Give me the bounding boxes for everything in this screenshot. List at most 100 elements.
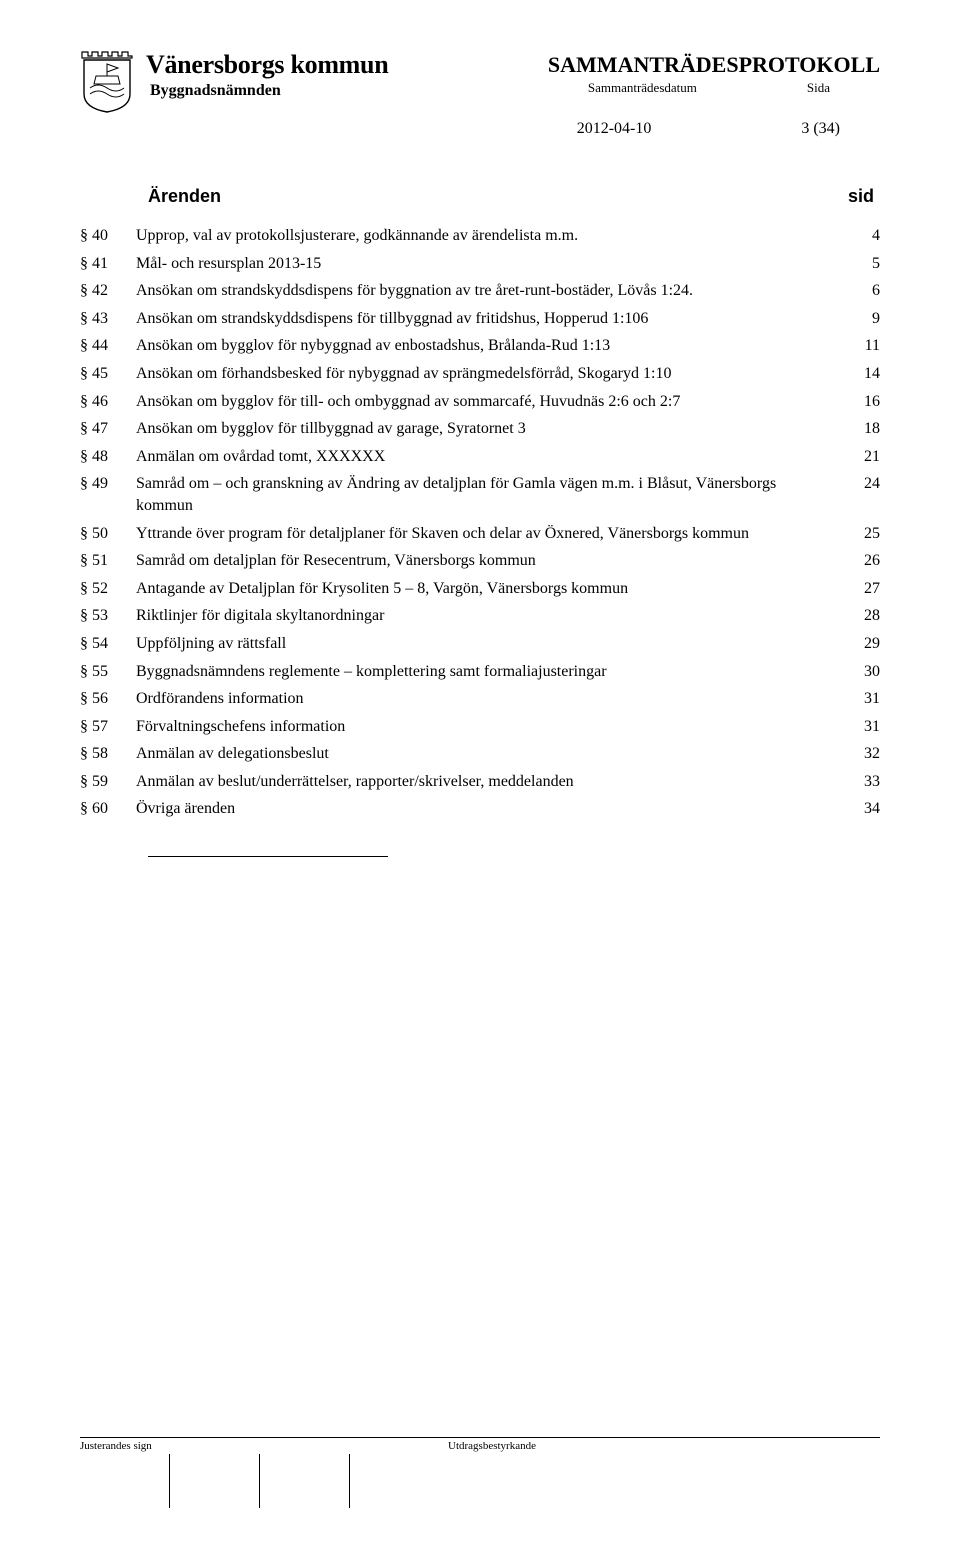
toc-row: § 58Anmälan av delegationsbeslut32 — [80, 743, 880, 765]
toc-item-text: Ansökan om strandskyddsdispens för tillb… — [136, 308, 850, 330]
date-page-row: 2012-04-10 3 (34) — [548, 120, 880, 138]
meta-date-label: Sammanträdesdatum — [588, 80, 697, 96]
toc-section-number: § 47 — [80, 418, 136, 440]
toc-row: § 48Anmälan om ovårdad tomt, XXXXXX21 — [80, 446, 880, 468]
toc-row: § 50Yttrande över program för detaljplan… — [80, 523, 880, 545]
toc-section-number: § 40 — [80, 225, 136, 247]
protocol-title: SAMMANTRÄDESPROTOKOLL — [548, 52, 880, 78]
toc-section-number: § 43 — [80, 308, 136, 330]
toc-item-page: 11 — [850, 335, 880, 357]
toc-item-page: 27 — [850, 578, 880, 600]
toc-section-number: § 52 — [80, 578, 136, 600]
toc-item-page: 18 — [850, 418, 880, 440]
divider-line — [148, 856, 388, 857]
toc-item-text: Förvaltningschefens information — [136, 716, 850, 738]
toc-section-number: § 53 — [80, 605, 136, 627]
toc-item-text: Samråd om – och granskning av Ändring av… — [136, 473, 850, 516]
toc-item-page: 28 — [850, 605, 880, 627]
committee-name: Byggnadsnämnden — [150, 82, 388, 100]
toc-row: § 42Ansökan om strandskyddsdispens för b… — [80, 280, 880, 302]
toc-item-page: 26 — [850, 550, 880, 572]
toc-item-text: Ansökan om bygglov för till- och ombyggn… — [136, 391, 850, 413]
toc-item-text: Mål- och resursplan 2013-15 — [136, 253, 850, 275]
toc-item-page: 25 — [850, 523, 880, 545]
toc-row: § 40Upprop, val av protokollsjusterare, … — [80, 225, 880, 247]
toc-item-page: 34 — [850, 798, 880, 820]
toc-item-page: 6 — [850, 280, 880, 302]
toc-row: § 51Samråd om detaljplan för Resecentrum… — [80, 550, 880, 572]
toc-section-number: § 49 — [80, 473, 136, 495]
toc-row: § 41Mål- och resursplan 2013-155 — [80, 253, 880, 275]
toc-section-number: § 54 — [80, 633, 136, 655]
toc-item-text: Anmälan av delegationsbeslut — [136, 743, 850, 765]
toc-row: § 60Övriga ärenden34 — [80, 798, 880, 820]
toc-item-text: Uppföljning av rättsfall — [136, 633, 850, 655]
toc-row: § 45Ansökan om förhandsbesked för nybygg… — [80, 363, 880, 385]
toc-row: § 59Anmälan av beslut/underrättelser, ra… — [80, 771, 880, 793]
toc-section-number: § 45 — [80, 363, 136, 385]
meeting-date: 2012-04-10 — [577, 120, 652, 138]
page-footer: Justerandes sign Utdragsbestyrkande — [80, 1437, 880, 1508]
logo-block: Vänersborgs kommun Byggnadsnämnden — [80, 50, 388, 114]
meta-labels: Sammanträdesdatum Sida — [548, 80, 880, 96]
toc-item-page: 21 — [850, 446, 880, 468]
toc-item-page: 30 — [850, 661, 880, 683]
toc-section-number: § 58 — [80, 743, 136, 765]
toc-row: § 53Riktlinjer för digitala skyltanordni… — [80, 605, 880, 627]
toc-item-text: Ansökan om förhandsbesked för nybyggnad … — [136, 363, 850, 385]
toc-section-number: § 51 — [80, 550, 136, 572]
toc-page-col: sid — [848, 186, 874, 207]
toc-item-page: 16 — [850, 391, 880, 413]
toc-item-text: Byggnadsnämndens reglemente – kompletter… — [136, 661, 850, 683]
toc-row: § 57Förvaltningschefens information31 — [80, 716, 880, 738]
toc-row: § 44Ansökan om bygglov för nybyggnad av … — [80, 335, 880, 357]
toc-header: Ärenden sid — [80, 186, 880, 207]
toc-item-page: 5 — [850, 253, 880, 275]
toc-item-page: 4 — [850, 225, 880, 247]
toc-item-text: Anmälan om ovårdad tomt, XXXXXX — [136, 446, 850, 468]
toc-item-page: 32 — [850, 743, 880, 765]
toc-row: § 43Ansökan om strandskyddsdispens för t… — [80, 308, 880, 330]
page-number: 3 (34) — [801, 120, 840, 138]
toc-section-number: § 46 — [80, 391, 136, 413]
toc-item-text: Riktlinjer för digitala skyltanordningar — [136, 605, 850, 627]
toc-section-number: § 50 — [80, 523, 136, 545]
protocol-block: SAMMANTRÄDESPROTOKOLL Sammanträdesdatum … — [548, 50, 880, 138]
toc-item-page: 14 — [850, 363, 880, 385]
toc-item-page: 24 — [850, 473, 880, 495]
toc-row: § 49Samråd om – och granskning av Ändrin… — [80, 473, 880, 516]
meta-page-label: Sida — [807, 80, 830, 96]
toc-section-number: § 55 — [80, 661, 136, 683]
municipality-name: Vänersborgs kommun — [146, 50, 388, 80]
document-header: Vänersborgs kommun Byggnadsnämnden SAMMA… — [80, 50, 880, 138]
toc-item-text: Anmälan av beslut/underrättelser, rappor… — [136, 771, 850, 793]
toc-item-text: Övriga ärenden — [136, 798, 850, 820]
toc-item-text: Ordförandens information — [136, 688, 850, 710]
toc-item-page: 9 — [850, 308, 880, 330]
toc-section-number: § 44 — [80, 335, 136, 357]
toc-item-text: Samråd om detaljplan för Resecentrum, Vä… — [136, 550, 850, 572]
toc-row: § 56Ordförandens information31 — [80, 688, 880, 710]
toc-row: § 54Uppföljning av rättsfall29 — [80, 633, 880, 655]
toc-item-text: Upprop, val av protokollsjusterare, godk… — [136, 225, 850, 247]
toc-row: § 46Ansökan om bygglov för till- och omb… — [80, 391, 880, 413]
toc-item-text: Yttrande över program för detaljplaner f… — [136, 523, 850, 545]
signature-boxes — [80, 1454, 880, 1508]
toc-row: § 55Byggnadsnämndens reglemente – komple… — [80, 661, 880, 683]
toc-item-text: Antagande av Detaljplan för Krysoliten 5… — [136, 578, 850, 600]
toc-section-number: § 48 — [80, 446, 136, 468]
toc-section-number: § 57 — [80, 716, 136, 738]
toc-section-number: § 41 — [80, 253, 136, 275]
toc-item-page: 33 — [850, 771, 880, 793]
toc-section-number: § 60 — [80, 798, 136, 820]
toc-item-text: Ansökan om strandskyddsdispens för byggn… — [136, 280, 850, 302]
toc-title: Ärenden — [148, 186, 221, 207]
toc-item-page: 31 — [850, 688, 880, 710]
toc-row: § 47Ansökan om bygglov för tillbyggnad a… — [80, 418, 880, 440]
toc-list: § 40Upprop, val av protokollsjusterare, … — [80, 225, 880, 820]
toc-row: § 52Antagande av Detaljplan för Krysolit… — [80, 578, 880, 600]
toc-item-page: 31 — [850, 716, 880, 738]
footer-left-label: Justerandes sign — [80, 1440, 448, 1452]
toc-section-number: § 59 — [80, 771, 136, 793]
toc-section-number: § 56 — [80, 688, 136, 710]
